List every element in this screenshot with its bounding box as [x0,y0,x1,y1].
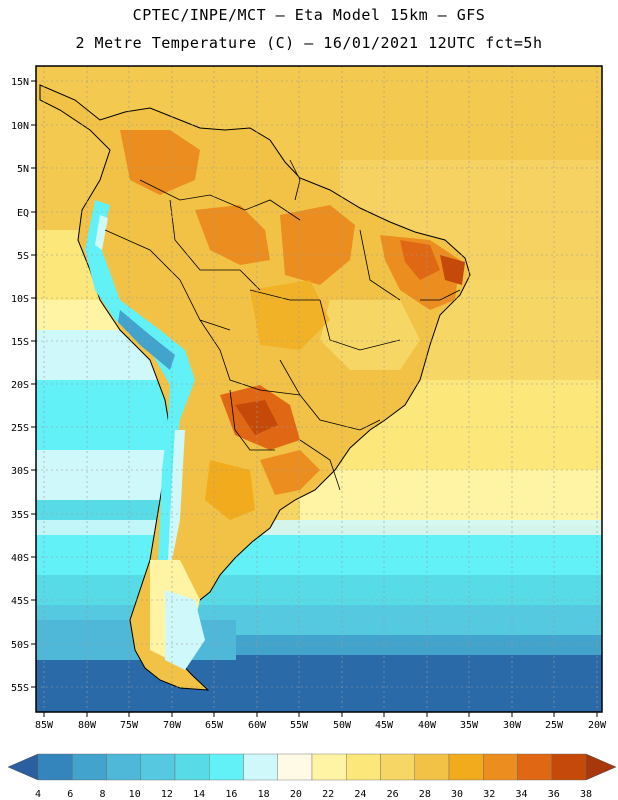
temperature-field [36,66,602,712]
lon-label: 55W [290,720,309,731]
lat-label: 45S [11,596,29,607]
colorbar-swatch [517,753,552,781]
colorbar-tick-label: 12 [161,789,173,800]
lat-label: 55S [11,683,29,694]
longitude-labels: 85W 80W 75W 70W 65W 60W 55W 50W 45W 40W … [35,720,607,731]
lat-label: 15N [11,77,29,88]
colorbar-tick-label: 22 [322,789,334,800]
colorbar-swatch [243,753,278,781]
lat-label: 40S [11,553,29,564]
colorbar-tick-label: 20 [290,789,302,800]
colorbar-tick-label: 4 [35,789,41,800]
colorbar-tick-label: 26 [387,789,399,800]
colorbar-swatch [140,753,176,781]
colorbar-swatch [311,753,347,781]
colorbar-swatch [72,753,107,781]
country-borders [104,159,461,491]
lat-label: 25S [11,423,29,434]
colorbar-tick-label: 38 [580,789,592,800]
colorbar-tick-label: 14 [193,789,205,800]
colorbar-tick-label: 32 [483,789,495,800]
colorbar: 4 6 8 10 12 14 16 18 20 22 24 26 28 30 32 34 36 38 [7,753,617,800]
lon-label: 30W [503,720,522,731]
latitude-labels: 15N 10N 5N EQ 5S 10S 15S 20S 25S 30S 35S… [11,77,29,694]
lat-label: 20S [11,380,29,391]
colorbar-swatch [346,753,381,781]
map-subtitle: 2 Metre Temperature (C) – 16/01/2021 12U… [75,34,543,52]
lon-label: 60W [248,720,267,731]
colorbar-tick-label: 6 [67,789,73,800]
lat-label: 50S [11,640,29,651]
lat-label: 10N [11,121,29,132]
lat-label: 5N [17,164,29,175]
colorbar-tick-label: 16 [225,789,237,800]
colorbar-swatch [106,753,141,781]
lon-label: 20W [588,720,607,731]
map-frame [35,65,603,713]
colorbar-tick-label: 36 [548,789,560,800]
colorbar-swatch [277,753,313,781]
lat-label: 35S [11,510,29,521]
lon-label: 70W [163,720,182,731]
lat-label: 5S [17,251,29,262]
colorbar-swatch [551,753,587,781]
lon-label: 65W [205,720,224,731]
lon-label: 35W [460,720,479,731]
colorbar-swatch [448,753,484,781]
colorbar-tick-label: 30 [451,789,463,800]
lat-label: 15S [11,337,29,348]
lon-label: 75W [120,720,139,731]
colorbar-tick-label: 28 [419,789,431,800]
colorbar-swatch [37,753,73,781]
colorbar-swatch [380,753,415,781]
colorbar-tick-label: 24 [354,789,366,800]
lat-label: EQ [17,208,29,219]
lon-label: 40W [418,720,437,731]
colorbar-tick-label: 18 [258,789,270,800]
lat-label: 10S [11,294,29,305]
colorbar-swatch [209,753,244,781]
colorbar-low-arrow [7,753,39,781]
colorbar-tick-label: 34 [516,789,528,800]
map-title: CPTEC/INPE/MCT – Eta Model 15km – GFS [132,6,486,24]
lon-label: 25W [545,720,564,731]
colorbar-high-arrow [585,753,617,781]
colorbar-tick-label: 10 [129,789,141,800]
lon-label: 50W [333,720,352,731]
colorbar-swatch [414,753,450,781]
lon-label: 45W [375,720,394,731]
colorbar-tick-label: 8 [99,789,105,800]
lon-label: 85W [35,720,54,731]
lon-label: 80W [78,720,97,731]
colorbar-swatch [174,753,210,781]
colorbar-swatch [483,753,518,781]
lat-lon-grid [36,66,602,712]
lat-label: 30S [11,466,29,477]
